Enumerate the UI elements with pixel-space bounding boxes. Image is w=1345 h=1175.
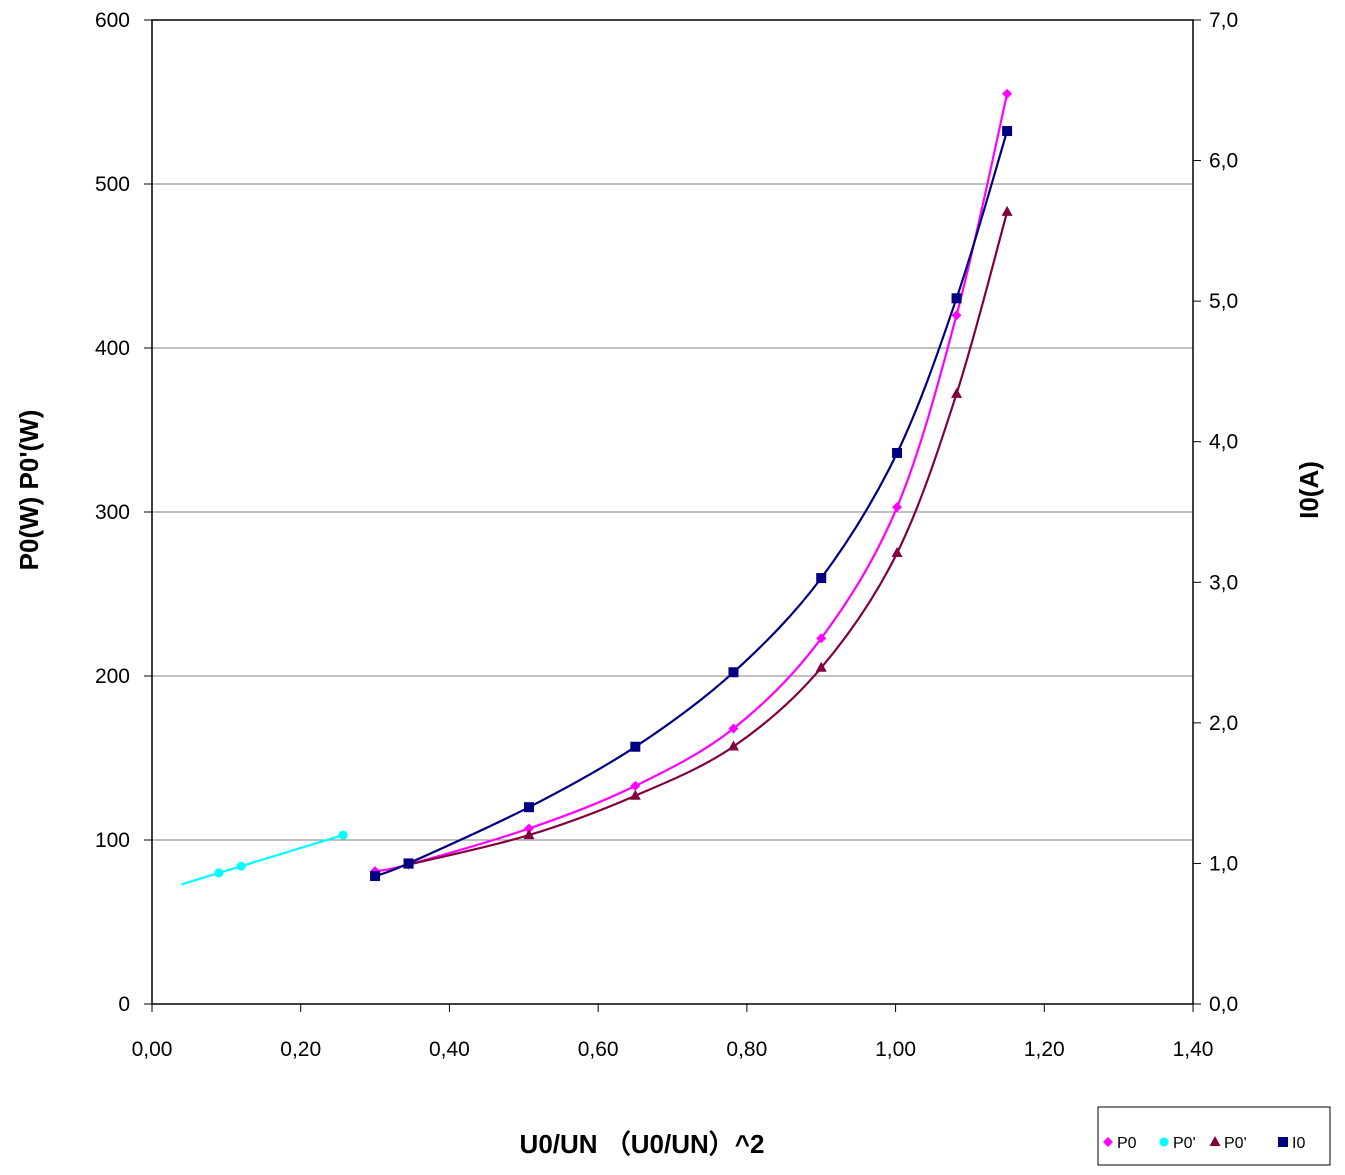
data-point — [1002, 126, 1013, 137]
y-left-tick-label: 0 — [118, 993, 130, 1016]
data-point — [523, 823, 534, 834]
legend-item: P0 — [1103, 1135, 1137, 1152]
y-left-tick-label: 600 — [95, 9, 130, 32]
data-point — [891, 547, 903, 557]
data-point — [523, 802, 534, 813]
data-point — [214, 868, 224, 878]
series-layer — [181, 88, 1013, 886]
y-right-tick-label: 2,0 — [1209, 712, 1238, 735]
y-right-tick-label: 6,0 — [1209, 150, 1238, 173]
y-left-tick-label: 100 — [95, 829, 130, 852]
series-line — [408, 211, 1009, 866]
x-tick-label: 0,80 — [726, 1038, 767, 1061]
series-0 — [370, 88, 1013, 877]
y-left-tick-label: 400 — [95, 337, 130, 360]
legend: P0 P0' P0' I0 — [1097, 1106, 1331, 1166]
y-left-tick-label: 300 — [95, 501, 130, 524]
data-point — [951, 293, 962, 304]
legend-label: P0 — [1117, 1135, 1137, 1152]
series-3 — [370, 126, 1013, 882]
legend-item: I0 — [1278, 1135, 1305, 1152]
data-point — [1002, 88, 1013, 99]
legend-label: P0' — [1173, 1135, 1196, 1152]
legend-item: P0' — [1159, 1135, 1196, 1152]
data-point — [403, 858, 414, 869]
y-left-tick-label: 500 — [95, 173, 130, 196]
legend-label: I0 — [1292, 1135, 1305, 1152]
x-axis-title: U0/UN （U0/UN）^2 — [520, 1129, 765, 1159]
series-1 — [181, 830, 348, 886]
legend-box — [1097, 1106, 1331, 1166]
legend-item: P0' — [1209, 1135, 1247, 1152]
data-point — [728, 667, 739, 678]
series-line — [374, 130, 1009, 878]
series-2 — [403, 205, 1013, 869]
x-tick-label: 0,00 — [132, 1038, 173, 1061]
grid-layer — [152, 183, 1193, 841]
data-point — [236, 861, 246, 871]
y-right-tick-label: 5,0 — [1209, 290, 1238, 313]
data-point — [816, 633, 827, 644]
y-right-tick-label: 4,0 — [1209, 431, 1238, 454]
data-point — [892, 502, 903, 513]
data-point — [630, 741, 641, 752]
data-point — [951, 387, 963, 398]
y-axis-right-title: I0(A) — [1294, 461, 1324, 519]
y-right-tick-label: 7,0 — [1209, 9, 1238, 32]
legend-marker — [1159, 1137, 1169, 1147]
data-point — [728, 723, 739, 734]
x-tick-label: 0,20 — [280, 1038, 321, 1061]
data-point — [338, 830, 348, 840]
data-point — [630, 780, 641, 791]
tick-layer: 0,00 0,20 0,40 0,60 0,80 1,00 1,20 1,40 0 100 200 3… — [95, 9, 1238, 1061]
series-line — [374, 93, 1009, 873]
data-point — [523, 829, 535, 840]
legend-marker — [1103, 1137, 1113, 1147]
data-point — [951, 310, 962, 321]
x-tick-label: 1,20 — [1024, 1038, 1065, 1061]
x-tick-label: 0,40 — [429, 1038, 470, 1061]
x-tick-label: 1,00 — [875, 1038, 916, 1061]
data-point — [892, 447, 903, 458]
data-point — [629, 789, 641, 800]
y-left-tick-label: 200 — [95, 665, 130, 688]
series-line — [181, 834, 344, 886]
x-tick-label: 0,60 — [578, 1038, 619, 1061]
legend-marker — [1209, 1136, 1221, 1146]
data-point — [727, 740, 739, 751]
y-right-tick-label: 0,0 — [1209, 993, 1238, 1016]
data-point — [816, 573, 827, 584]
x-tick-label: 1,40 — [1173, 1038, 1214, 1061]
y-right-tick-label: 3,0 — [1209, 571, 1238, 594]
data-point — [815, 661, 827, 672]
legend-label: P0' — [1224, 1135, 1247, 1152]
legend-marker — [1278, 1137, 1288, 1147]
y-right-tick-label: 1,0 — [1209, 852, 1238, 875]
legend-items: P0 P0' P0' I0 — [1103, 1135, 1305, 1152]
y-axis-left-title: P0(W) P0'(W) — [14, 410, 44, 571]
data-point — [1001, 205, 1013, 216]
data-point — [370, 871, 381, 882]
